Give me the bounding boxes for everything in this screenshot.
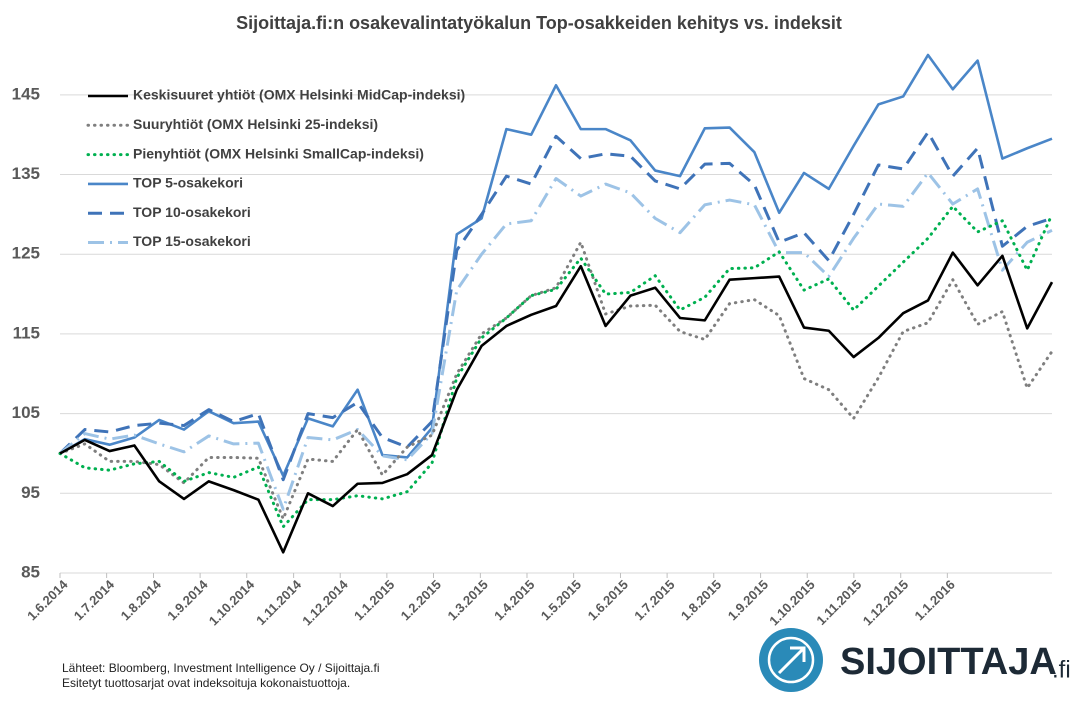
- legend-label: TOP 10-osakekori: [133, 204, 251, 220]
- legend-label: Keskisuuret yhtiöt (OMX Helsinki MidCap-…: [133, 87, 465, 103]
- x-tick-label: 1.6.2014: [24, 576, 71, 623]
- legend-label: Pienyhtiöt (OMX Helsinki SmallCap-indeks…: [133, 145, 424, 161]
- x-tick-label: 1.10.2014: [206, 576, 258, 628]
- x-tick-label: 1.3.2015: [445, 577, 491, 623]
- x-tick-label: 1.12.2014: [299, 576, 351, 628]
- legend-label: TOP 15-osakekori: [133, 233, 251, 249]
- x-tick-label: 1.11.2014: [253, 576, 305, 628]
- source-note: Lähteet: Bloomberg, Investment Intellige…: [62, 661, 380, 675]
- logo-text: SIJOITTAJA: [840, 641, 1057, 683]
- x-tick-label: 1.5.2015: [538, 577, 584, 623]
- x-tick-label: 1.12.2015: [860, 577, 912, 629]
- y-tick-label: 125: [12, 244, 40, 263]
- x-tick-label: 1.8.2015: [678, 577, 724, 623]
- x-tick-label: 1.7.2014: [71, 576, 118, 623]
- x-tick-label: 1.1.2015: [351, 577, 397, 623]
- y-tick-label: 145: [12, 84, 40, 103]
- y-tick-label: 135: [12, 164, 40, 183]
- y-tick-label: 105: [12, 403, 40, 422]
- y-tick-label: 115: [13, 323, 40, 342]
- y-tick-label: 85: [21, 562, 40, 581]
- x-tick-label: 1.4.2015: [491, 577, 537, 623]
- y-tick-label: 95: [21, 483, 40, 502]
- x-tick-label: 1.11.2015: [813, 577, 864, 628]
- x-tick-label: 1.7.2015: [631, 577, 677, 623]
- x-tick-label: 1.9.2015: [725, 577, 771, 623]
- series-line: [59, 251, 1054, 554]
- legend-label: TOP 5-osakekori: [133, 175, 243, 191]
- legend-label: Suuryhtiöt (OMX Helsinki 25-indeksi): [133, 116, 378, 132]
- x-tick-label: 1.2.2015: [398, 577, 444, 623]
- x-tick-label: 1.6.2015: [585, 577, 631, 623]
- logo-arrow: [777, 646, 806, 675]
- series-line: [59, 171, 1053, 511]
- x-tick-label: 1.8.2014: [118, 576, 165, 623]
- x-tick-label: 1.10.2015: [766, 577, 818, 629]
- series-line: [58, 130, 1053, 482]
- series-line: [58, 240, 1054, 521]
- logo-suffix: .fi: [1052, 656, 1071, 683]
- logo: SIJOITTAJA .fi: [759, 628, 1071, 692]
- chart-title: Sijoittaja.fi:n osakevalintatyökalun Top…: [236, 13, 842, 33]
- x-tick-label: 1.1.2016: [912, 577, 958, 623]
- logo-ring: [767, 636, 815, 684]
- x-tick-label: 1.9.2014: [164, 576, 211, 623]
- source-note: Esitetyt tuottosarjat ovat indeksoituja …: [62, 676, 350, 690]
